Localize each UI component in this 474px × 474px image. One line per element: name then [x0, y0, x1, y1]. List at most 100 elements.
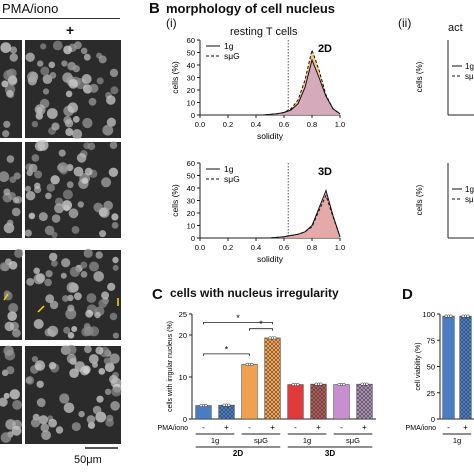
- cell-nucleus-blob: [83, 53, 91, 61]
- bar: [195, 405, 212, 420]
- cell-nucleus-blob: [54, 203, 65, 214]
- ii-legend-label: sμG: [465, 195, 474, 204]
- cell-nucleus-blob: [89, 261, 99, 272]
- yellow-arrow-icon: [3, 293, 9, 301]
- cell-nucleus-blob: [42, 88, 50, 95]
- cell-nucleus-blob: [25, 52, 35, 62]
- cell-nucleus-blob: [31, 120, 39, 128]
- cell-nucleus-blob: [63, 326, 71, 334]
- y-tick-label: 40: [187, 61, 195, 70]
- cell-nucleus-blob: [27, 71, 39, 83]
- cell-nucleus-blob: [111, 386, 122, 397]
- x-tick-label: 1.0: [335, 120, 345, 129]
- y-axis-label: cells (%): [170, 184, 180, 217]
- cell-nucleus-blob: [3, 345, 14, 356]
- cell-nucleus-blob: [40, 423, 50, 433]
- cell-nucleus-blob: [101, 291, 110, 300]
- y-tick-label: 60: [187, 159, 195, 168]
- cell-nucleus-blob: [9, 389, 20, 400]
- cell-nucleus-blob: [5, 419, 16, 430]
- y-tick-label: 20: [187, 86, 195, 95]
- cell-nucleus-blob: [0, 432, 12, 443]
- cell-nucleus-blob: [80, 261, 88, 269]
- cell-nucleus-blob: [89, 83, 99, 93]
- x-tick-label: 0.8: [307, 120, 317, 129]
- series-line-0: [256, 58, 341, 116]
- y-tick-label: 50: [187, 172, 195, 181]
- cell-nucleus-blob: [94, 311, 101, 319]
- significance-bracket: [203, 353, 250, 356]
- treatment-sign: +: [224, 423, 229, 432]
- cell-nucleus-blob: [57, 164, 64, 172]
- cell-nucleus-blob: [72, 65, 80, 73]
- series-area-0: [256, 190, 340, 238]
- cell-nucleus-blob: [49, 300, 59, 310]
- cell-nucleus-blob: [49, 252, 58, 262]
- cell-nucleus-blob: [0, 262, 9, 272]
- group-label: 1g: [211, 436, 219, 445]
- cell-nucleus-blob: [112, 264, 119, 271]
- cell-nucleus-blob: [7, 219, 14, 226]
- cell-nucleus-blob: [12, 197, 20, 204]
- treatment-sign: +: [463, 423, 468, 432]
- legend-label-1: sμG: [224, 174, 240, 184]
- panel-tag: 2D: [318, 43, 332, 55]
- bar: [333, 384, 350, 420]
- cell-nucleus-blob: [103, 357, 111, 365]
- cell-nucleus-blob: [3, 120, 11, 128]
- cell-nucleus-blob: [106, 117, 116, 127]
- y-tick-label: 0: [191, 111, 195, 120]
- significance-star: *: [236, 313, 240, 323]
- y-tick-label: 10: [179, 373, 187, 382]
- cell-nucleus-blob: [106, 95, 116, 105]
- cell-nucleus-blob: [14, 248, 24, 258]
- bar: [459, 315, 472, 420]
- group-label-big: 3D: [325, 449, 335, 458]
- data-point: [227, 403, 231, 407]
- yellow-arrow-icon: [37, 305, 45, 313]
- cell-nucleus-blob: [30, 418, 41, 428]
- cell-nucleus-blob: [12, 328, 21, 338]
- cell-nucleus-blob: [69, 266, 81, 277]
- chart-D: 0 25 50 75 100 cell viability (%) PMA/iono - +1g: [406, 310, 474, 445]
- treatment-sign: +: [270, 423, 275, 432]
- cell-nucleus-blob: [80, 47, 88, 55]
- cell-nucleus-blob: [71, 326, 78, 332]
- cell-nucleus-blob: [36, 380, 44, 388]
- cell-nucleus-blob: [25, 376, 35, 385]
- cell-nucleus-blob: [87, 142, 96, 151]
- cell-nucleus-blob: [31, 154, 40, 162]
- group-label: sμG: [346, 436, 360, 445]
- cell-nucleus-blob: [44, 225, 55, 236]
- cell-nucleus-blob: [65, 308, 77, 320]
- y-axis-label: cells with irrgular nucleus (%): [167, 321, 174, 412]
- plus-label: +: [66, 22, 75, 38]
- cell-nucleus-blob: [87, 421, 96, 429]
- cell-nucleus-blob: [108, 167, 119, 177]
- cell-nucleus-blob: [110, 86, 119, 95]
- y-tick-label: 25: [427, 389, 435, 398]
- significance-star: *: [225, 344, 229, 354]
- cell-nucleus-blob: [55, 426, 64, 434]
- cell-nucleus-blob: [37, 60, 44, 67]
- cell-nucleus-blob: [63, 204, 70, 212]
- cell-nucleus-blob: [48, 61, 56, 69]
- cell-nucleus-blob: [38, 400, 46, 408]
- header-rule: [0, 18, 120, 19]
- significance-bracket: [249, 328, 273, 331]
- cell-nucleus-blob: [66, 344, 77, 355]
- treatment-label: PMA/iono: [158, 425, 188, 432]
- cell-nucleus-blob: [49, 72, 57, 79]
- x-tick-label: 1.0: [335, 243, 345, 252]
- cell-nucleus-blob: [31, 356, 38, 363]
- x-tick-label: 0.2: [223, 120, 233, 129]
- bar: [442, 315, 455, 420]
- cell-nucleus-blob: [7, 311, 17, 322]
- cell-nucleus-blob: [25, 185, 31, 192]
- cell-nucleus-blob: [86, 293, 97, 303]
- cell-nucleus-blob: [104, 388, 112, 395]
- cell-nucleus-blob: [66, 282, 78, 293]
- treatment-sign: -: [340, 423, 343, 432]
- cell-nucleus-blob: [0, 171, 10, 183]
- cell-nucleus-blob: [78, 410, 85, 418]
